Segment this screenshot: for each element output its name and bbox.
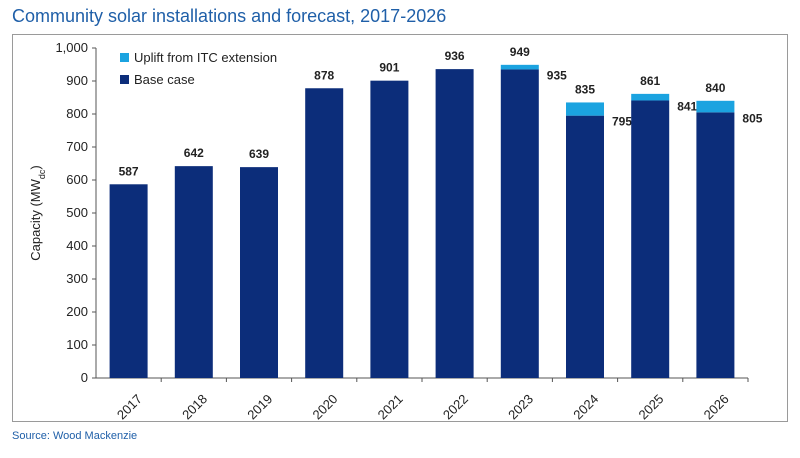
chart-frame xyxy=(12,34,788,422)
bar-base-case xyxy=(305,88,344,378)
bar-base-case xyxy=(696,112,735,378)
x-tick-label: 2017 xyxy=(114,391,145,422)
x-tick-label: 2020 xyxy=(309,391,340,422)
x-tick-label: 2025 xyxy=(635,391,666,422)
total-data-label: 639 xyxy=(249,147,269,161)
bar-base-case xyxy=(435,69,474,379)
y-tick-label: 100 xyxy=(66,337,88,352)
y-tick-label: 200 xyxy=(66,304,88,319)
bar-itc-uplift xyxy=(631,93,670,101)
bar-base-case xyxy=(174,166,213,378)
y-tick-label: 0 xyxy=(81,370,88,385)
bar-base-case xyxy=(631,100,670,378)
y-tick-label: 700 xyxy=(66,139,88,154)
x-tick-label: 2019 xyxy=(244,391,275,422)
y-tick-label: 1,000 xyxy=(55,40,88,55)
y-tick-label: 500 xyxy=(66,205,88,220)
x-tick-label: 2024 xyxy=(570,391,601,422)
total-data-label: 840 xyxy=(705,81,725,95)
legend-label-base-case: Base case xyxy=(134,72,195,87)
base-data-label: 935 xyxy=(547,68,567,82)
total-data-label: 901 xyxy=(379,61,399,75)
x-tick-label: 2026 xyxy=(701,391,732,422)
chart-title: Community solar installations and foreca… xyxy=(12,6,447,26)
total-data-label: 835 xyxy=(575,82,595,96)
base-data-label: 841 xyxy=(677,99,697,113)
x-tick-label: 2021 xyxy=(375,391,406,422)
total-data-label: 587 xyxy=(119,164,139,178)
bar-itc-uplift xyxy=(696,100,735,113)
total-data-label: 861 xyxy=(640,74,660,88)
bar-base-case xyxy=(566,115,604,379)
source-note: Source: Wood Mackenzie xyxy=(12,430,138,442)
x-tick-label: 2022 xyxy=(440,391,471,422)
total-data-label: 878 xyxy=(314,68,334,82)
y-tick-label: 600 xyxy=(66,172,88,187)
total-data-label: 642 xyxy=(184,146,204,160)
base-data-label: 805 xyxy=(742,111,762,125)
y-tick-label: 300 xyxy=(66,271,88,286)
y-axis-label: Capacity (MWdc) xyxy=(28,165,47,260)
bar-base-case xyxy=(500,69,539,378)
x-tick-label: 2018 xyxy=(179,391,210,422)
bar-base-case xyxy=(109,184,148,378)
y-tick-label: 800 xyxy=(66,106,88,121)
legend-label-itc-uplift: Uplift from ITC extension xyxy=(134,50,277,65)
legend-swatch-base-case xyxy=(120,75,129,84)
total-data-label: 949 xyxy=(510,45,530,59)
x-tick-label: 2023 xyxy=(505,391,536,422)
total-data-label: 936 xyxy=(445,49,465,63)
legend-swatch-itc-uplift xyxy=(120,53,129,62)
y-tick-label: 400 xyxy=(66,238,88,253)
bar-base-case xyxy=(240,167,278,378)
bar-base-case xyxy=(370,80,409,379)
bar-itc-uplift xyxy=(500,64,539,70)
bar-itc-uplift xyxy=(566,102,604,116)
base-data-label: 795 xyxy=(612,115,632,129)
y-tick-label: 900 xyxy=(66,73,88,88)
